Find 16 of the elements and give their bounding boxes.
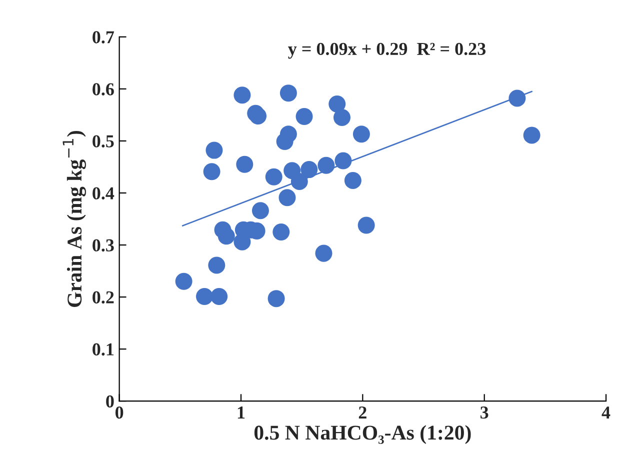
x-tick-label: 3	[480, 406, 488, 419]
x-tick-label: 1	[238, 406, 245, 418]
y-tick-label: 0.1	[92, 343, 114, 356]
annotation: y = 0.09x + 0.29 R² = 0.23	[288, 42, 486, 59]
y-tick-label: 0.6	[92, 83, 114, 96]
x-tick-label: 4	[602, 406, 610, 418]
y-tick-label: 0.3	[92, 239, 114, 252]
y-axis-title: Grain As (mg kg$^{−1}$)	[62, 131, 86, 308]
x-axis-title: 0.5 N NaHCO₃-As (1:20)	[254, 425, 471, 444]
y-tick-label: 0.7	[92, 31, 114, 44]
y-tick-label: 0.5	[92, 135, 114, 148]
x-tick-label: 0	[115, 406, 124, 419]
y-tick-label: 0	[106, 395, 114, 408]
y-tick-label: 0.4	[92, 187, 114, 200]
x-tick-label: 2	[358, 406, 366, 418]
y-tick-label: 0.2	[92, 291, 114, 304]
